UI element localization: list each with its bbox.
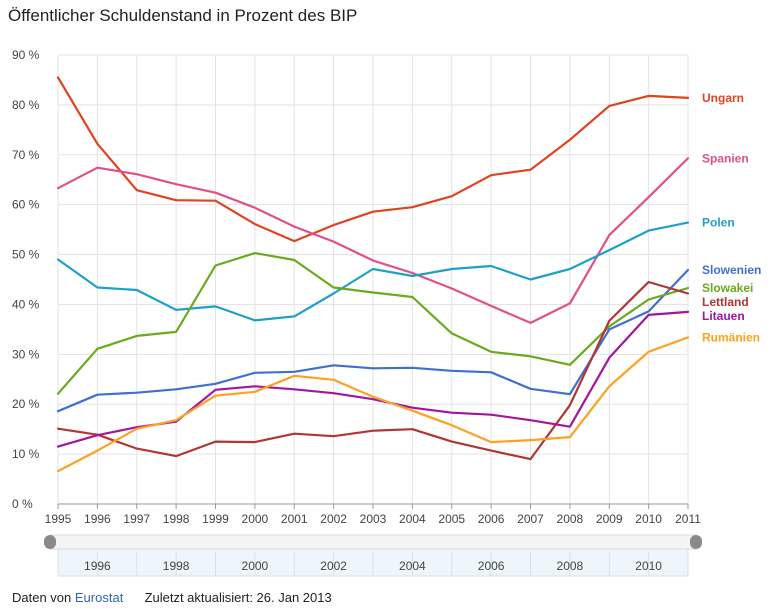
y-tick-label: 60 % <box>12 198 40 212</box>
x-tick-label: 1995 <box>45 512 72 526</box>
updated-text: Zuletzt aktualisiert: 26. Jan 2013 <box>144 590 332 605</box>
series-label-lettland: Lettland <box>702 295 749 309</box>
x-tick-label: 2002 <box>320 512 347 526</box>
x-tick-label: 2003 <box>360 512 387 526</box>
series-line-polen[interactable] <box>56 221 690 322</box>
series-label-litauen: Litauen <box>702 309 745 323</box>
series-label-ungarn: Ungarn <box>702 91 744 105</box>
grid <box>57 54 689 505</box>
x-tick-label: 2009 <box>596 512 623 526</box>
x-tick-label: 1999 <box>202 512 229 526</box>
series-label-slowakei: Slowakei <box>702 281 753 295</box>
x-tick-label: 1998 <box>163 512 190 526</box>
navigator-label: 2010 <box>635 559 662 573</box>
chart-title: Öffentlicher Schuldenstand in Prozent de… <box>8 6 358 25</box>
series-line-slowenien[interactable] <box>56 268 690 413</box>
series-line-rumänien[interactable] <box>56 336 690 473</box>
x-axis: 1995 1996 1997 1998 1999 2000 2001 2002 2003 2004… <box>45 503 701 526</box>
series-line-slowakei[interactable] <box>56 252 690 395</box>
source-prefix: Daten von <box>12 590 72 605</box>
series-lines <box>56 76 690 473</box>
series-labels: Ungarn Spanien Polen Slowenien SlowakeiLettl… <box>702 91 761 344</box>
x-tick-label: 1996 <box>84 512 111 526</box>
y-tick-label: 30 % <box>12 347 40 361</box>
navigator-left-handle[interactable] <box>44 535 56 549</box>
navigator-label: 2002 <box>320 559 347 573</box>
y-tick-label: 10 % <box>12 447 40 461</box>
series-label-rumänien: Rumänien <box>702 330 760 344</box>
series-label-polen: Polen <box>702 216 735 230</box>
x-tick-label: 2001 <box>281 512 308 526</box>
x-tick-label: 2005 <box>438 512 465 526</box>
x-tick-label: 2011 <box>675 512 701 526</box>
navigator-label: 2004 <box>399 559 426 573</box>
navigator-label: 1996 <box>84 559 111 573</box>
y-tick-label: 20 % <box>12 397 40 411</box>
navigator-right-handle[interactable] <box>690 535 702 549</box>
x-tick-label: 1997 <box>123 512 150 526</box>
y-tick-label: 80 % <box>12 98 40 112</box>
x-tick-label: 2006 <box>478 512 505 526</box>
y-tick-label: 50 % <box>12 248 40 262</box>
x-tick-label: 2004 <box>399 512 426 526</box>
navigator-label: 1998 <box>163 559 190 573</box>
x-tick-label: 2010 <box>635 512 662 526</box>
range-navigator[interactable]: 1996 1998 2000 2002 2004 2006 2008 2010 <box>44 534 702 577</box>
x-tick-label: 2008 <box>557 512 584 526</box>
series-line-ungarn[interactable] <box>56 76 690 243</box>
navigator-label: 2008 <box>557 559 584 573</box>
eurostat-link[interactable]: Eurostat <box>74 590 124 605</box>
y-tick-label: 70 % <box>12 148 40 162</box>
y-tick-label: 40 % <box>12 297 40 311</box>
x-tick-label: 2007 <box>517 512 544 526</box>
x-tick-label: 2000 <box>242 512 269 526</box>
navigator-label: 2006 <box>478 559 505 573</box>
navigator-label: 2000 <box>242 559 269 573</box>
footer: Daten von Eurostat Zuletzt aktualisiert:… <box>12 590 332 605</box>
series-label-slowenien: Slowenien <box>702 263 761 277</box>
series-line-lettland[interactable] <box>56 280 690 461</box>
y-tick-label: 90 % <box>12 48 40 62</box>
navigator-scrollbar[interactable] <box>47 534 699 550</box>
series-line-spanien[interactable] <box>56 157 690 324</box>
y-tick-label: 0 % <box>12 497 33 511</box>
y-axis: 0 % 10 % 20 % 30 % 40 % 50 % 60 % 70 % 80 % 90 % <box>12 48 40 511</box>
series-label-spanien: Spanien <box>702 151 749 165</box>
